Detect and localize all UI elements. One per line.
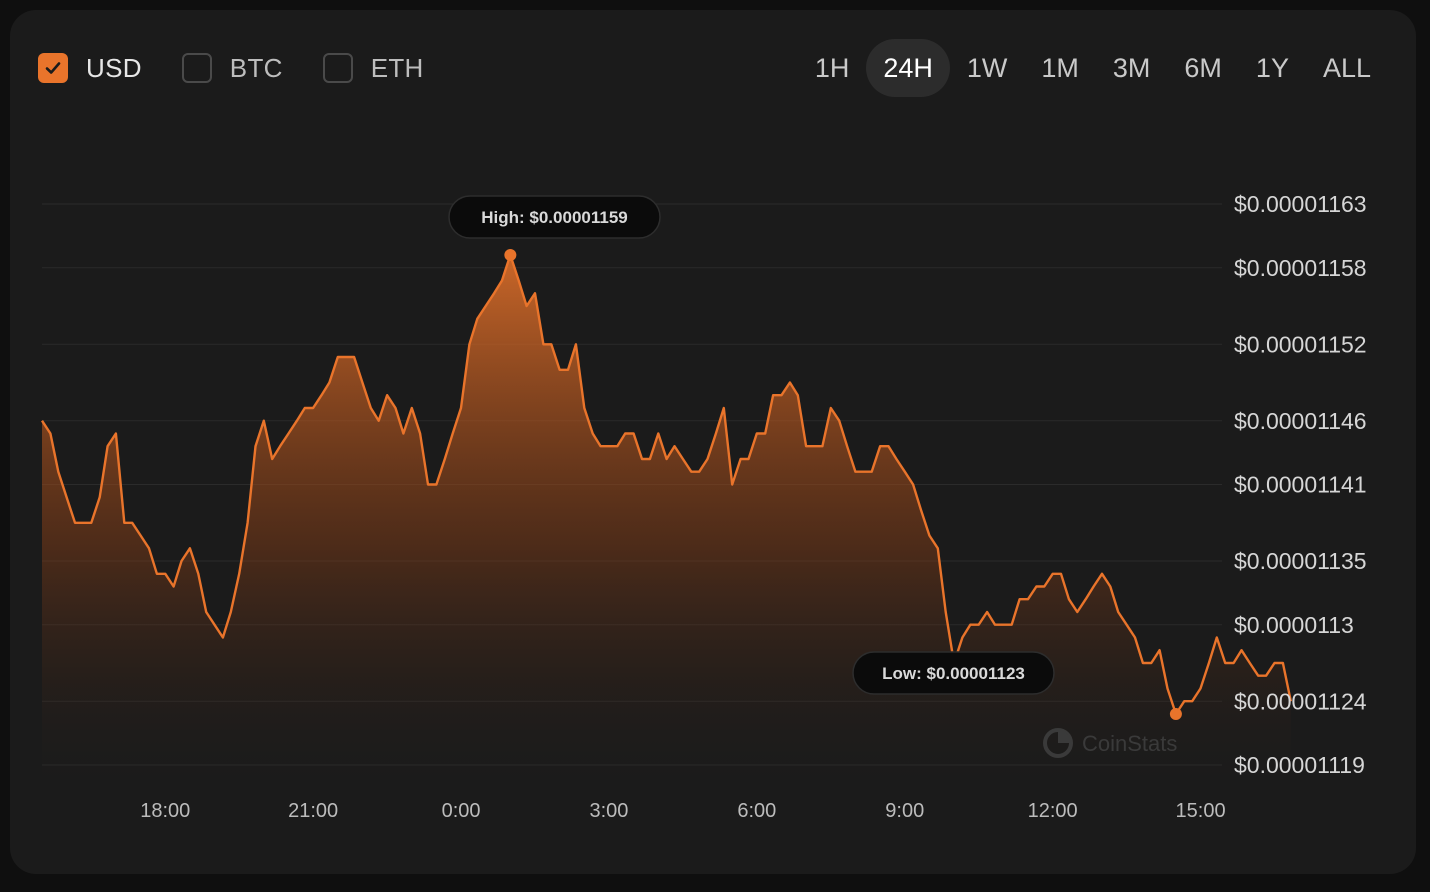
x-tick-label: 21:00 [288,800,338,822]
x-tick-label: 0:00 [442,800,481,822]
x-axis-ticks: 18:00 21:00 0:00 3:00 6:00 9:00 12:00 15:00 [140,800,1225,822]
currency-option-eth[interactable]: ETH [322,52,424,84]
coinstats-logo-icon [1043,728,1073,758]
x-tick-label: 15:00 [1176,800,1226,822]
currency-label: BTC [229,52,283,83]
low-bubble [852,651,1055,695]
y-tick-label: $0.00001119 [1234,752,1365,778]
y-tick-label: $0.00001146 [1234,408,1367,434]
y-tick-label: $0.00001152 [1234,331,1367,357]
x-tick-label: 6:00 [737,800,776,822]
price-chart-card: USD BTC ETH 1H 24H 1W 1M 3M 6M 1Y ALL [10,10,1416,874]
usd-checkbox[interactable] [38,53,68,83]
y-tick-label: $0.00001163 [1234,191,1367,217]
price-area-fill [42,255,1291,785]
y-tick-label: $0.0000113 [1234,612,1354,638]
tab-24h[interactable]: 24H [866,39,950,97]
y-axis-ticks: $0.00001163 $0.00001158 $0.00001152 $0.0000… [1234,191,1367,778]
coinstats-watermark: CoinStats [1043,728,1177,758]
currency-option-btc[interactable]: BTC [181,52,283,84]
checkmark-icon [45,62,61,74]
tab-1w[interactable]: 1W [966,52,1008,83]
low-marker: Low: $0.00001123 [852,651,1182,720]
currency-label: USD [86,52,142,83]
y-tick-label: $0.00001124 [1234,688,1367,714]
btc-checkbox[interactable] [181,53,212,83]
eth-checkbox[interactable] [322,53,353,83]
x-tick-label: 12:00 [1028,800,1078,822]
price-chart[interactable]: $0.00001163 $0.00001158 $0.00001152 $0.0000… [10,10,1416,874]
tab-all[interactable]: ALL [1322,52,1371,83]
low-point [1169,708,1182,720]
price-line[interactable] [40,253,1292,716]
tab-1h[interactable]: 1H [814,52,850,83]
high-point [504,249,517,261]
currency-label: ETH [370,52,424,83]
watermark-text: CoinStats [1082,731,1177,756]
y-tick-label: $0.00001135 [1234,548,1367,574]
x-tick-label: 18:00 [140,800,190,822]
tab-1m[interactable]: 1M [1041,52,1079,83]
x-tick-label: 9:00 [885,800,924,822]
high-bubble [448,195,661,239]
tab-6m[interactable]: 6M [1184,52,1222,83]
high-marker: High: $0.00001159 [448,195,661,261]
tab-3m[interactable]: 3M [1112,52,1151,83]
high-label: High: $0.00001159 [481,208,627,227]
y-tick-label: $0.00001158 [1234,255,1367,281]
y-tick-label: $0.00001141 [1234,472,1367,498]
tab-1y[interactable]: 1Y [1255,52,1289,83]
currency-option-usd[interactable]: USD [38,53,142,84]
x-tick-label: 3:00 [589,800,628,822]
low-label: Low: $0.00001123 [882,664,1025,683]
time-range-tabs: 1H 24H 1W 1M 3M 6M 1Y ALL [798,39,1388,97]
currency-selector: USD BTC ETH [38,50,464,86]
